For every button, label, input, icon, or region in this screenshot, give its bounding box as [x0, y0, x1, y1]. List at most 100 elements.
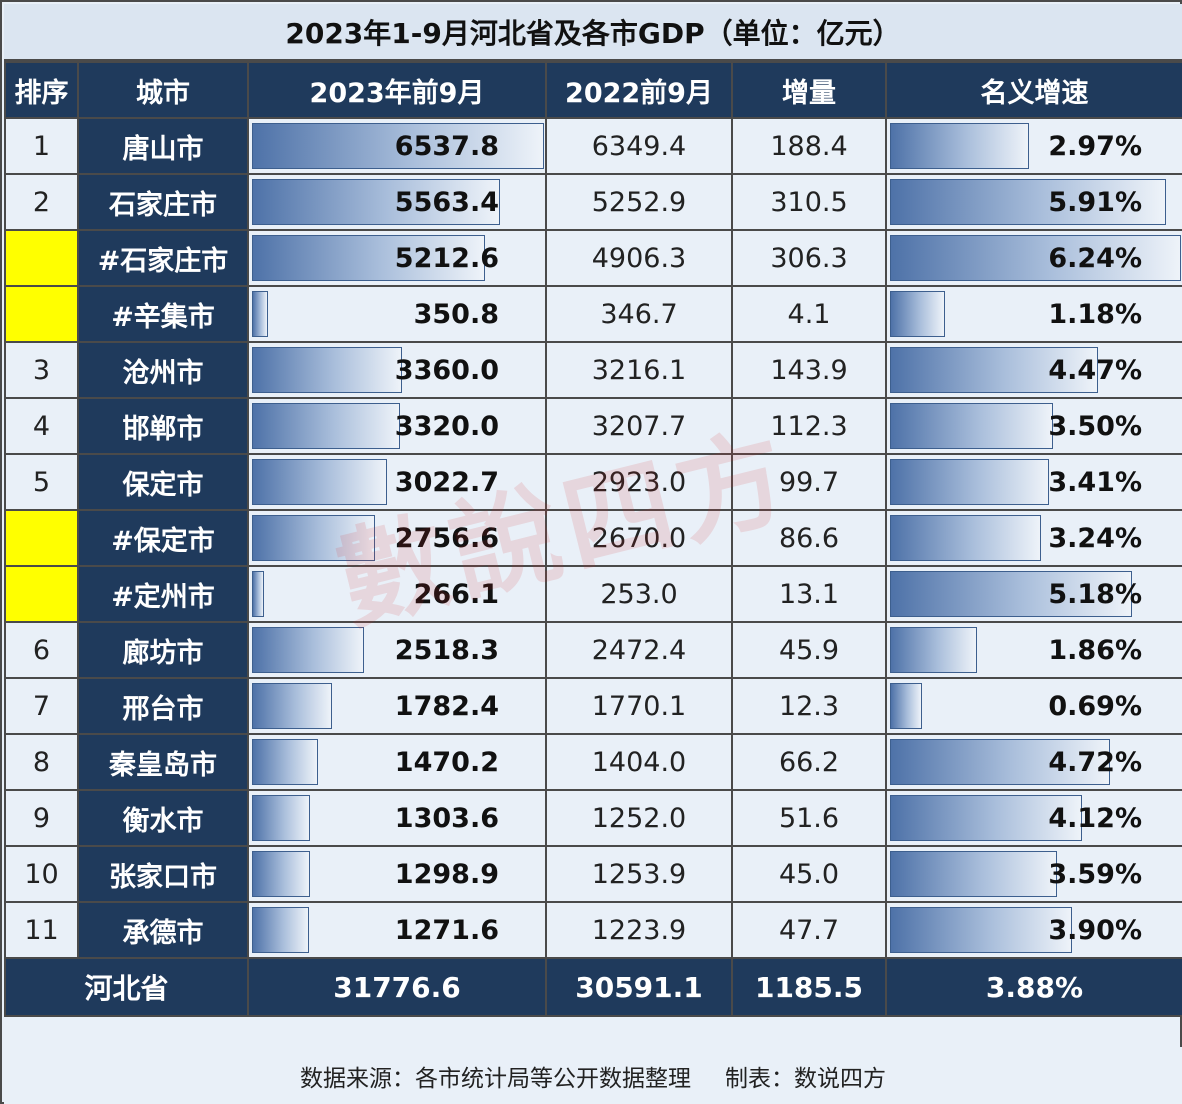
- gdp-2023-bar: [252, 459, 387, 505]
- increase-cell: 112.3: [731, 397, 887, 455]
- rank-cell: [4, 285, 79, 343]
- increase-cell: 306.3: [731, 229, 887, 287]
- gdp-2023-value: 3022.7: [394, 466, 499, 498]
- gdp-2022-cell: 2923.0: [545, 453, 733, 511]
- rank-cell: 8: [4, 733, 79, 791]
- gdp-2023-value: 350.8: [413, 298, 499, 330]
- growth-cell: 4.47%: [885, 341, 1182, 399]
- increase-cell: 4.1: [731, 285, 887, 343]
- gdp-2022-cell: 1252.0: [545, 789, 733, 847]
- growth-bar: [890, 291, 946, 337]
- gdp-2022-cell: 4906.3: [545, 229, 733, 287]
- growth-cell: 4.12%: [885, 789, 1182, 847]
- total-gdp-2022: 30591.1: [545, 957, 733, 1017]
- gdp-2023-cell: 3360.0: [247, 341, 547, 399]
- increase-cell: 13.1: [731, 565, 887, 623]
- gdp-2023-cell: 1470.2: [247, 733, 547, 791]
- gdp-2023-value: 5563.4: [394, 186, 499, 218]
- rank-cell: 3: [4, 341, 79, 399]
- table-row: 11 承德市 1271.6 1223.9 47.7 3.90%: [4, 901, 1182, 959]
- growth-bar: [890, 403, 1054, 449]
- gdp-2023-value: 1470.2: [394, 746, 499, 778]
- growth-value: 5.91%: [1048, 186, 1142, 218]
- gdp-table: 排序 城市 2023年前9月 2022前9月 增量 名义增速 1 唐山市 6537.…: [4, 61, 1182, 1017]
- growth-cell: 4.72%: [885, 733, 1182, 791]
- header-growth: 名义增速: [885, 61, 1182, 119]
- rank-cell: [4, 509, 79, 567]
- gdp-2023-bar: [252, 403, 401, 449]
- growth-value: 3.50%: [1048, 410, 1142, 442]
- gdp-2022-cell: 346.7: [545, 285, 733, 343]
- increase-cell: 188.4: [731, 117, 887, 175]
- header-gdp-2022: 2022前9月: [545, 61, 733, 119]
- gdp-2023-bar: [252, 179, 501, 225]
- city-cell: 石家庄市: [77, 173, 249, 231]
- gdp-2023-bar: [252, 515, 376, 561]
- rank-cell: 11: [4, 901, 79, 959]
- gdp-2023-value: 2518.3: [394, 634, 499, 666]
- growth-bar: [890, 347, 1099, 393]
- rank-cell: 10: [4, 845, 79, 903]
- gdp-2023-cell: 2518.3: [247, 621, 547, 679]
- rank-cell: [4, 229, 79, 287]
- gdp-2023-cell: 1782.4: [247, 677, 547, 735]
- gdp-2023-bar: [252, 291, 268, 337]
- growth-bar: [890, 459, 1050, 505]
- growth-value: 5.18%: [1048, 578, 1142, 610]
- gdp-2023-value: 1271.6: [394, 914, 499, 946]
- growth-value: 1.18%: [1048, 298, 1142, 330]
- header-rank: 排序: [4, 61, 79, 119]
- growth-cell: 3.50%: [885, 397, 1182, 455]
- gdp-2022-cell: 253.0: [545, 565, 733, 623]
- city-cell: #石家庄市: [77, 229, 249, 287]
- city-cell: 沧州市: [77, 341, 249, 399]
- table-row: 4 邯郸市 3320.0 3207.7 112.3 3.50%: [4, 397, 1182, 455]
- growth-cell: 1.18%: [885, 285, 1182, 343]
- gdp-2023-cell: 5563.4: [247, 173, 547, 231]
- table-row: 5 保定市 3022.7 2923.0 99.7 3.41%: [4, 453, 1182, 511]
- gdp-2022-cell: 2472.4: [545, 621, 733, 679]
- growth-bar: [890, 851, 1058, 897]
- gdp-2022-cell: 1223.9: [545, 901, 733, 959]
- table-row: 10 张家口市 1298.9 1253.9 45.0 3.59%: [4, 845, 1182, 903]
- header-increase: 增量: [731, 61, 887, 119]
- increase-cell: 99.7: [731, 453, 887, 511]
- increase-cell: 143.9: [731, 341, 887, 399]
- gdp-2023-bar: [252, 683, 332, 729]
- growth-bar: [890, 235, 1181, 281]
- total-city: 河北省: [4, 957, 249, 1017]
- gdp-2023-cell: 3022.7: [247, 453, 547, 511]
- city-cell: 邯郸市: [77, 397, 249, 455]
- table-title: 2023年1-9月河北省及各市GDP（单位：亿元）: [4, 4, 1182, 61]
- header-city: 城市: [77, 61, 249, 119]
- city-cell: 邢台市: [77, 677, 249, 735]
- growth-value: 3.41%: [1048, 466, 1142, 498]
- growth-cell: 3.59%: [885, 845, 1182, 903]
- gdp-2023-cell: 266.1: [247, 565, 547, 623]
- table-row: 2 石家庄市 5563.4 5252.9 310.5 5.91%: [4, 173, 1182, 231]
- table-row: #石家庄市 5212.6 4906.3 306.3 6.24%: [4, 229, 1182, 287]
- gdp-2023-value: 3320.0: [394, 410, 499, 442]
- gdp-2023-value: 5212.6: [394, 242, 499, 274]
- increase-cell: 66.2: [731, 733, 887, 791]
- city-cell: 保定市: [77, 453, 249, 511]
- growth-value: 4.47%: [1048, 354, 1142, 386]
- table-row: #辛集市 350.8 346.7 4.1 1.18%: [4, 285, 1182, 343]
- growth-value: 3.59%: [1048, 858, 1142, 890]
- gdp-2023-cell: 3320.0: [247, 397, 547, 455]
- gdp-2023-value: 1298.9: [394, 858, 499, 890]
- gdp-2023-bar: [252, 739, 318, 785]
- growth-value: 0.69%: [1048, 690, 1142, 722]
- growth-value: 2.97%: [1048, 130, 1142, 162]
- city-cell: #辛集市: [77, 285, 249, 343]
- gdp-2023-cell: 1271.6: [247, 901, 547, 959]
- rank-cell: 9: [4, 789, 79, 847]
- total-increase: 1185.5: [731, 957, 887, 1017]
- header-gdp-2023: 2023年前9月: [247, 61, 547, 119]
- total-gdp-2023: 31776.6: [247, 957, 547, 1017]
- growth-bar: [890, 907, 1072, 953]
- gdp-2023-cell: 1298.9: [247, 845, 547, 903]
- table-row: 1 唐山市 6537.8 6349.4 188.4 2.97%: [4, 117, 1182, 175]
- growth-cell: 5.91%: [885, 173, 1182, 231]
